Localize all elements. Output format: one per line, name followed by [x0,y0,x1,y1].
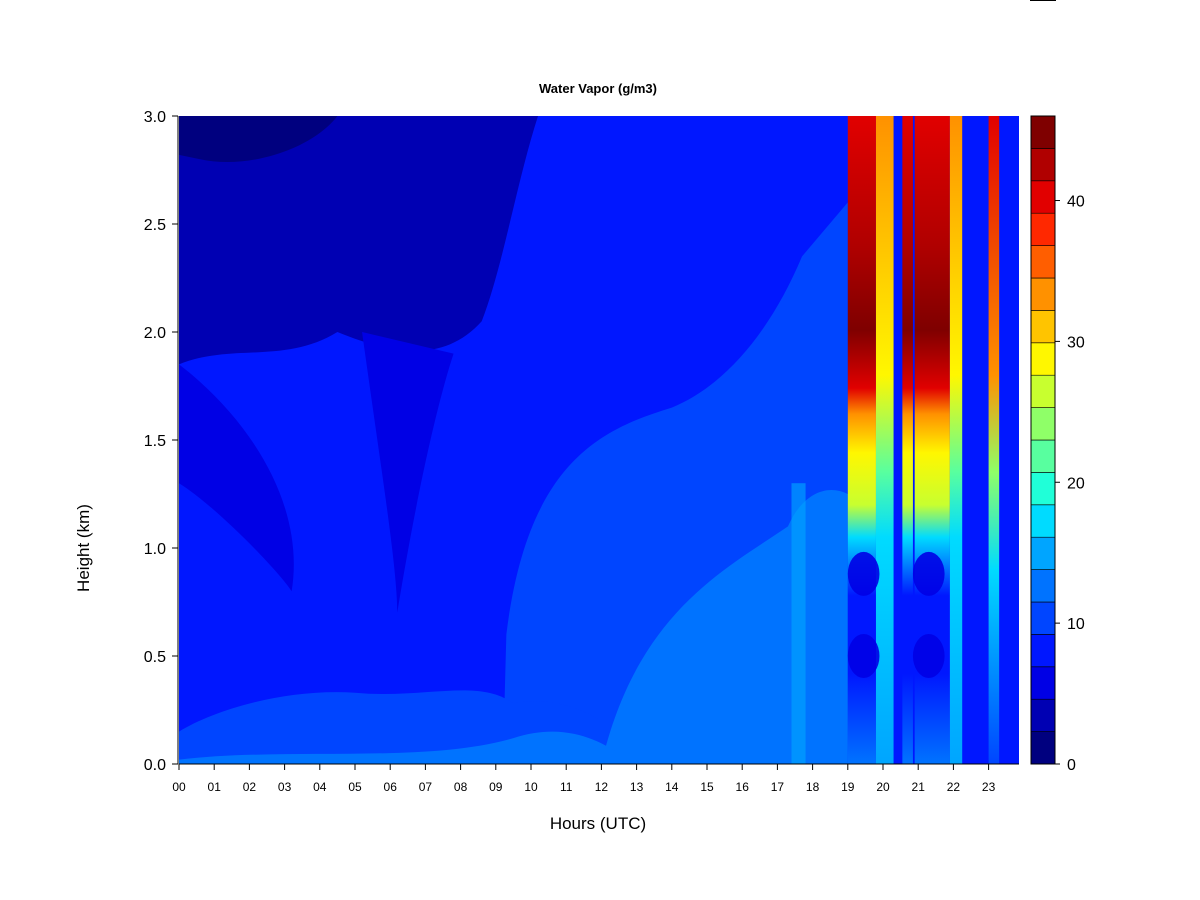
colorbar-level [1030,731,1056,765]
region-higher-vapor [601,489,848,764]
colorbar-tick-label: 0 [1067,757,1076,774]
colorbar-level [1030,374,1056,408]
low-level-pocket-3 [912,551,945,596]
x-tick-label: 07 [419,780,433,794]
colorbar-level [1030,245,1056,279]
x-tick-label: 03 [278,780,292,794]
x-tick-label: 23 [982,780,996,794]
region-low-vapor-mid-2 [362,332,454,613]
colorbar-level [1030,439,1056,473]
region-low-vapor-mid [179,364,294,592]
colorbar-frame [1030,115,1056,765]
x-tick-label: 06 [384,780,398,794]
colorbar-level [1030,698,1056,732]
colorbar-level [1030,180,1056,214]
colorbar-level [1030,504,1056,538]
x-axis: 00 01 02 03 04 05 06 07 08 09 10 11 12 13 14 15 16 17 18 19… [172,763,1019,794]
x-tick-label: 20 [876,780,890,794]
y-tick-label: 2.5 [144,217,166,234]
colorbar-tick-label: 30 [1067,334,1085,351]
x-tick-label: 22 [947,780,961,794]
colorbar-level [1030,666,1056,700]
colorbar-level [1030,277,1056,311]
colorbar-tick-label: 20 [1067,475,1085,492]
column-23h [988,116,1000,764]
x-tick-label: 14 [665,780,679,794]
colorbar-level [1030,212,1056,246]
x-tick-label: 05 [348,780,362,794]
colorbar-level [1030,115,1056,149]
x-axis-label: Hours (UTC) [550,814,646,833]
colorbar: 0 10 20 30 40 [1030,115,1085,774]
y-tick-label: 2.0 [144,325,166,342]
colorbar-level [1030,536,1056,570]
x-tick-label: 18 [806,780,820,794]
x-tick-label: 02 [243,780,257,794]
x-tick-label: 11 [560,780,573,794]
region-low-vapor-upper [179,116,539,365]
x-tick-label: 15 [700,780,714,794]
x-tick-label: 19 [841,780,855,794]
x-tick-label: 00 [172,780,186,794]
x-tick-label: 17 [771,780,785,794]
colorbar-level [1030,601,1056,635]
x-tick-label: 10 [524,780,538,794]
colorbar-level [1030,310,1056,344]
colorbar-level [1030,472,1056,506]
x-tick-label: 09 [489,780,503,794]
x-tick-label: 16 [736,780,750,794]
colorbar-level [1030,407,1056,441]
colorbar-level [1030,634,1056,668]
heatmap-plot-area [179,116,1019,764]
colorbar-tick-label: 10 [1067,616,1085,633]
region-surface-band-2 [179,731,619,764]
low-level-pocket-0 [847,634,880,678]
region-min-vapor-top [179,116,338,163]
column-21h-edge [949,116,963,764]
low-level-pocket-2 [847,551,880,596]
y-tick-label: 0.5 [144,649,166,666]
x-tick-label: 21 [912,780,926,794]
colorbar-level [1030,342,1056,376]
x-tick-label: 13 [630,780,644,794]
chart-title: Water Vapor (g/m3) [539,81,657,96]
low-level-pocket-1 [912,634,945,678]
column-20h [902,116,913,764]
y-tick-label: 0.0 [144,757,166,774]
corner-tick-mark [1030,0,1056,1]
colorbar-level [1030,569,1056,603]
x-tick-label: 08 [454,780,468,794]
y-tick-label: 1.5 [144,433,166,450]
x-tick-label: 12 [595,780,609,794]
y-tick-label: 1.0 [144,541,166,558]
y-axis: 0.0 0.5 1.0 1.5 2.0 2.5 3.0 [144,109,179,774]
column-19h-edge [875,116,894,764]
streak-17h [791,483,806,764]
x-tick-label: 04 [313,780,327,794]
colorbar-tick-label: 40 [1067,194,1085,211]
colorbar-level [1030,148,1056,182]
y-tick-label: 3.0 [144,109,166,126]
x-tick-label: 01 [208,780,222,794]
y-axis-label: Height (km) [74,504,93,592]
